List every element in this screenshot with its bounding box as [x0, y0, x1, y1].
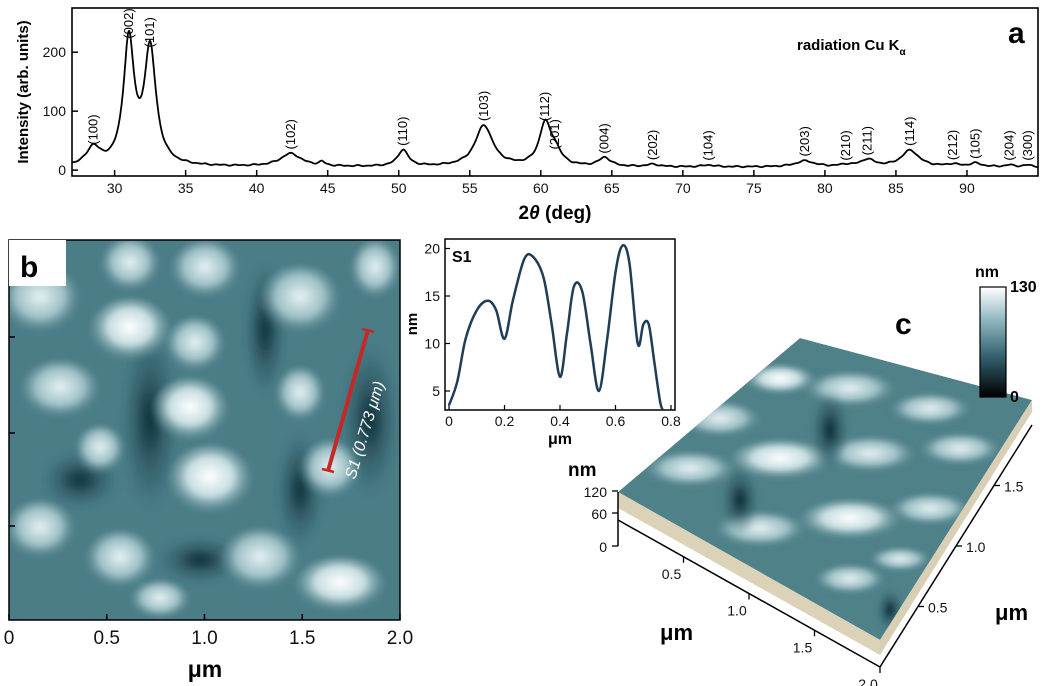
panel-a-xrd-chart: 30 35 40 45 50 55 60 65 70 75 80 85 90 0 100 200 (100)…: [15, 7, 1039, 224]
s1-title: S1: [452, 249, 472, 266]
a-xtick-label: 70: [675, 180, 691, 196]
peak-label: (300): [1020, 130, 1035, 160]
c-ytick-label: 0.5: [928, 600, 948, 616]
a-xtick-label: 75: [746, 180, 762, 196]
a-xtick-label: 35: [178, 180, 194, 196]
panel-label-c: c: [895, 308, 912, 341]
s1-ytick-label: 15: [424, 288, 440, 304]
s1-xlabel: μm: [548, 431, 572, 448]
panel-c-afm-3d: 0 60 120 0.5 1.0 1.5 2.0 0.5 1.0 1.5 nm μm μm c…: [568, 264, 1037, 686]
a-ytick-label: 200: [43, 44, 67, 60]
s1-ylabel: nm: [404, 313, 421, 336]
panel-a-frame: [71, 7, 1039, 177]
peak-label: (100): [85, 114, 100, 144]
peak-label: (110): [395, 117, 410, 146]
c-xtick-label: 1.0: [727, 603, 747, 619]
c-ztick-label: 60: [591, 506, 607, 522]
a-xtick-label: 55: [462, 180, 478, 196]
panel-a-y-ticks: 0 100 200: [43, 44, 78, 178]
panel-c-xlabel: μm: [660, 620, 693, 645]
a-ytick-label: 100: [43, 103, 67, 119]
peak-label: (105): [967, 129, 982, 159]
panel-b-afm-image: 0 0.5 1.0 1.5 2.0 μm S1 (0.773 μm) b: [4, 239, 413, 682]
peak-label: (112): [537, 92, 552, 121]
b-xtick-label: 0: [4, 628, 15, 649]
peak-label: (201): [547, 119, 562, 149]
peak-label: (211): [860, 126, 875, 155]
panel-s1-frame: [444, 238, 676, 411]
peak-label: (102): [283, 119, 298, 149]
b-xtick-label: 1.0: [191, 628, 217, 649]
colorbar-max: 130: [1010, 279, 1037, 296]
a-xtick-label: 90: [959, 180, 975, 196]
s1-ytick-label: 10: [424, 336, 440, 352]
b-xtick-label: 2.0: [387, 628, 413, 649]
c-xtick-label: 2.0: [858, 676, 878, 686]
peak-label: (101): [142, 17, 157, 47]
s1-ytick-label: 5: [432, 383, 440, 399]
s1-xtick-label: 0: [445, 413, 453, 429]
peak-label: (114): [902, 117, 917, 146]
s1-xtick-label: 0.2: [495, 413, 515, 429]
c-ytick-label: 1.0: [966, 539, 986, 555]
a-xtick-label: 80: [817, 180, 833, 196]
panel-b-x-ticks: 0 0.5 1.0 1.5 2.0: [4, 614, 413, 649]
panel-c-y-ticks: 0.5 1.0 1.5: [918, 479, 1024, 616]
b-xtick-label: 0.5: [94, 628, 120, 649]
a-xtick-label: 65: [604, 180, 620, 196]
peak-label: (204): [1002, 130, 1017, 160]
b-xtick-label: 1.5: [289, 628, 315, 649]
panel-label-a: a: [1008, 17, 1025, 50]
panel-b-label-box: [9, 240, 66, 286]
a-xtick-label: 85: [888, 180, 904, 196]
peak-label: (103): [476, 91, 491, 121]
a-xtick-label: 40: [249, 180, 265, 196]
peak-label: (004): [597, 123, 612, 153]
panel-b-xlabel: μm: [188, 656, 223, 682]
s1-xtick-label: 0.6: [606, 413, 626, 429]
s1-xtick-label: 0.8: [661, 413, 681, 429]
s1-y-ticks: 5 10 15 20: [424, 241, 450, 399]
panel-c-x-ticks: 0.5 1.0 1.5 2.0: [662, 556, 881, 686]
s1-ytick-label: 20: [424, 241, 440, 257]
c-ytick-label: 1.5: [1004, 479, 1024, 495]
peak-label: (212): [945, 130, 960, 160]
panel-c-ylabel: μm: [995, 600, 1028, 625]
c-xtick-label: 0.5: [662, 566, 682, 582]
colorbar-min: 0: [1010, 389, 1019, 406]
c-ztick-label: 120: [584, 484, 608, 500]
panel-c-zlabel: nm: [568, 460, 597, 481]
s1-x-ticks: 0 0.2 0.4 0.6 0.8: [445, 405, 681, 429]
peak-label: (002): [121, 8, 136, 38]
peak-label: (202): [645, 130, 660, 160]
panel-c-colorbar: nm 130 0: [975, 264, 1037, 406]
a-ytick-label: 0: [58, 162, 66, 178]
panel-a-peak-labels: (100) (002) (101) (102) (110) (103) (112)(201)…: [85, 8, 1035, 160]
c-xtick-label: 1.5: [793, 639, 813, 655]
a-xtick-label: 50: [391, 180, 407, 196]
a-xtick-label: 60: [533, 180, 549, 196]
a-xtick-label: 30: [107, 180, 123, 196]
panel-label-b: b: [20, 251, 38, 284]
profile-line-s1: [321, 327, 375, 474]
peak-label: (203): [797, 126, 812, 156]
panel-s1-profile-chart: S1 0 0.2 0.4 0.6 0.8 5 10 15 20 nm μm: [404, 238, 681, 448]
peak-label: (210): [838, 130, 853, 160]
s1-height-profile-line: [447, 244, 664, 411]
radiation-annotation: radiation Cu Kα: [797, 37, 907, 58]
panel-a-x-ticks: 30 35 40 45 50 55 60 65 70 75 80 85 90: [107, 170, 975, 196]
peak-label: (104): [700, 130, 715, 160]
panel-c-z-ticks: 0 60 120: [584, 484, 618, 555]
colorbar-unit: nm: [975, 264, 999, 281]
a-xtick-label: 45: [320, 180, 336, 196]
c-ztick-label: 0: [599, 539, 607, 555]
xrd-pattern-line: [71, 29, 1039, 169]
panel-a-xlabel: 2θ (deg): [519, 203, 592, 224]
s1-xtick-label: 0.4: [550, 413, 570, 429]
panel-a-ylabel: Intensity (arb. units): [15, 20, 32, 163]
